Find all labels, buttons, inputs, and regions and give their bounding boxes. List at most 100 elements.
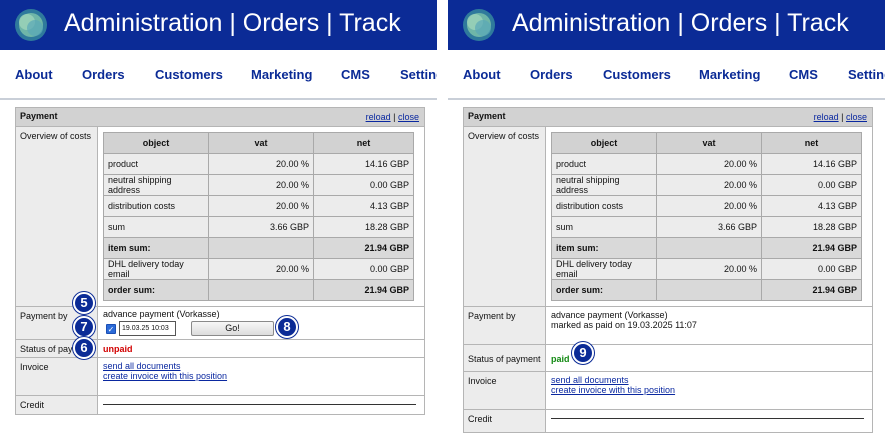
left-screenshot-pane: Administration | Orders | Track About Or… xyxy=(0,0,437,437)
credit-row: Credit xyxy=(16,396,424,414)
close-link[interactable]: close xyxy=(397,112,419,122)
send-documents-link[interactable]: send all documents xyxy=(551,375,629,385)
overview-label: Overview of costs xyxy=(464,127,546,306)
table-row: product 20.00 % 14.16 GBP xyxy=(551,153,862,175)
cell-vat: 20.00 % xyxy=(208,258,314,280)
pane-divider xyxy=(437,0,448,437)
payment-by-row: Payment by advance payment (Vorkasse) ✓ … xyxy=(16,307,424,340)
payment-date-input[interactable]: 19.03.25 10:03 xyxy=(119,321,176,336)
credit-label: Credit xyxy=(464,410,546,432)
cell-object: product xyxy=(103,153,209,175)
cell-vat xyxy=(208,279,314,301)
create-invoice-link[interactable]: create invoice with this position xyxy=(551,385,676,395)
overview-label: Overview of costs xyxy=(16,127,98,306)
cell-object: sum xyxy=(551,216,657,238)
cell-net: 4.13 GBP xyxy=(761,195,862,217)
link-separator: | xyxy=(393,112,396,122)
panel-header: Payment reload | close xyxy=(16,108,424,127)
cell-object: neutral shipping address xyxy=(103,174,209,196)
cell-object: sum xyxy=(103,216,209,238)
cell-vat xyxy=(208,237,314,259)
close-link[interactable]: close xyxy=(845,112,867,122)
cell-object: order sum: xyxy=(551,279,657,301)
invoice-row: Invoice send all documents create invoic… xyxy=(16,358,424,396)
payment-panel: Payment reload | close Overview of costs… xyxy=(15,107,425,415)
col-header-vat: vat xyxy=(656,132,762,154)
marked-paid-text: marked as paid on 19.03.2025 11:07 xyxy=(551,320,697,330)
table-row: DHL delivery today email 20.00 % 0.00 GBP xyxy=(103,258,414,280)
cell-net: 0.00 GBP xyxy=(761,258,862,280)
table-row: order sum: 21.94 GBP xyxy=(551,279,862,301)
table-row: distribution costs 20.00 % 4.13 GBP xyxy=(103,195,414,217)
panel-links: reload | close xyxy=(814,112,867,122)
cell-net: 0.00 GBP xyxy=(761,174,862,196)
nav-item-marketing[interactable]: Marketing xyxy=(699,67,761,82)
cell-object: DHL delivery today email xyxy=(551,258,657,280)
payment-panel: Payment reload | close Overview of costs… xyxy=(463,107,873,433)
reload-link[interactable]: reload xyxy=(365,112,391,122)
col-header-net: net xyxy=(313,132,414,154)
mark-paid-checkbox[interactable]: ✓ xyxy=(106,324,116,334)
overview-row: Overview of costs object vat net product… xyxy=(16,127,424,307)
step-badge-6: 6 xyxy=(73,337,95,359)
cell-object: distribution costs xyxy=(551,195,657,217)
table-row: neutral shipping address 20.00 % 0.00 GBP xyxy=(551,174,862,196)
nav-item-cms[interactable]: CMS xyxy=(789,67,818,82)
cell-vat: 20.00 % xyxy=(208,174,314,196)
cell-vat: 20.00 % xyxy=(656,195,762,217)
cell-object: item sum: xyxy=(103,237,209,259)
logo-icon xyxy=(15,9,47,41)
cell-net: 21.94 GBP xyxy=(313,279,414,301)
table-row: distribution costs 20.00 % 4.13 GBP xyxy=(551,195,862,217)
cell-net: 0.00 GBP xyxy=(313,174,414,196)
nav-item-about[interactable]: About xyxy=(15,67,53,82)
col-header-object: object xyxy=(103,132,209,154)
table-row: sum 3.66 GBP 18.28 GBP xyxy=(551,216,862,238)
cell-net: 14.16 GBP xyxy=(313,153,414,175)
nav-item-orders[interactable]: Orders xyxy=(82,67,125,82)
table-row: product 20.00 % 14.16 GBP xyxy=(103,153,414,175)
step-badge-8: 8 xyxy=(276,316,298,338)
cell-net: 21.94 GBP xyxy=(313,237,414,259)
payment-method: advance payment (Vorkasse) xyxy=(551,310,668,320)
nav-item-customers[interactable]: Customers xyxy=(603,67,671,82)
create-invoice-link[interactable]: create invoice with this position xyxy=(103,371,228,381)
status-row: Status of payment paid xyxy=(464,345,872,372)
panel-title: Payment xyxy=(468,111,506,121)
go-button[interactable]: Go! xyxy=(191,321,274,336)
credit-divider xyxy=(103,404,416,405)
nav-item-settings[interactable]: Settings xyxy=(400,67,437,82)
overview-row: Overview of costs object vat net product… xyxy=(464,127,872,307)
table-row: item sum: 21.94 GBP xyxy=(103,237,414,259)
nav-item-marketing[interactable]: Marketing xyxy=(251,67,313,82)
send-documents-link[interactable]: send all documents xyxy=(103,361,181,371)
cell-vat: 20.00 % xyxy=(656,153,762,175)
panel-header: Payment reload | close xyxy=(464,108,872,127)
reload-link[interactable]: reload xyxy=(813,112,839,122)
payment-by-label: Payment by xyxy=(464,307,546,344)
step-badge-5: 5 xyxy=(73,292,95,314)
status-badge: unpaid xyxy=(103,344,133,354)
cell-vat: 20.00 % xyxy=(208,153,314,175)
logo-icon xyxy=(463,9,495,41)
status-badge: paid xyxy=(551,354,570,364)
cell-net: 0.00 GBP xyxy=(313,258,414,280)
main-nav: About Orders Customers Marketing CMS Set… xyxy=(448,50,885,100)
nav-item-settings[interactable]: Settings xyxy=(848,67,885,82)
credit-divider xyxy=(551,418,864,419)
page-title: Administration | Orders | Track xyxy=(64,9,401,37)
payment-method: advance payment (Vorkasse) xyxy=(103,309,220,319)
nav-item-cms[interactable]: CMS xyxy=(341,67,370,82)
cell-net: 18.28 GBP xyxy=(761,216,862,238)
nav-item-customers[interactable]: Customers xyxy=(155,67,223,82)
invoice-label: Invoice xyxy=(464,372,546,409)
nav-item-orders[interactable]: Orders xyxy=(530,67,573,82)
credit-label: Credit xyxy=(16,396,98,414)
main-nav: About Orders Customers Marketing CMS Set… xyxy=(0,50,437,100)
cell-object: distribution costs xyxy=(103,195,209,217)
invoice-label: Invoice xyxy=(16,358,98,395)
cell-object: order sum: xyxy=(103,279,209,301)
col-header-object: object xyxy=(551,132,657,154)
nav-item-about[interactable]: About xyxy=(463,67,501,82)
costs-table: object vat net product 20.00 % 14.16 GBP n… xyxy=(103,132,414,301)
